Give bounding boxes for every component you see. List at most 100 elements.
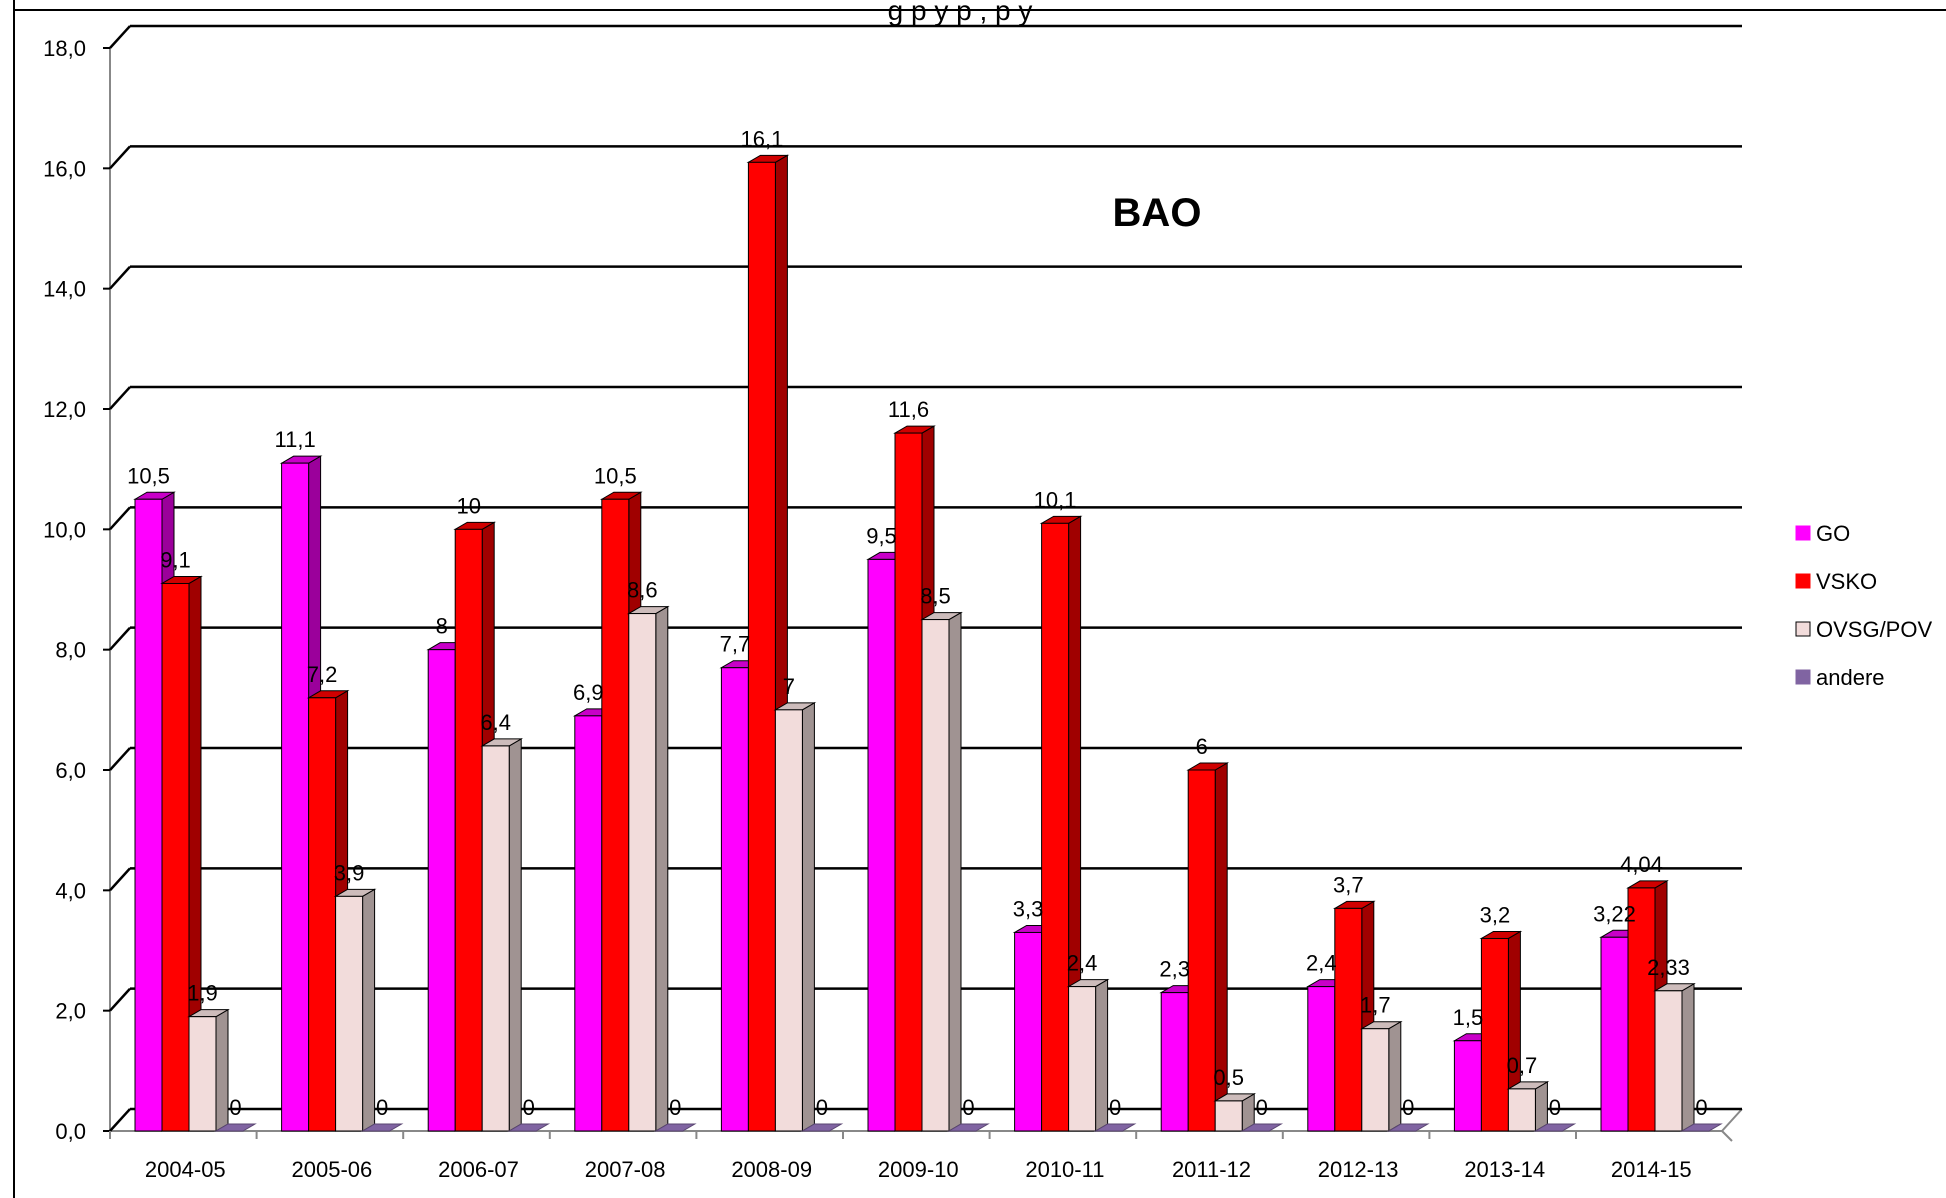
y-tick-label: 2,0 (55, 999, 86, 1024)
data-label: 0 (1402, 1095, 1414, 1120)
gridline-depth (109, 386, 131, 410)
data-label: 10 (456, 493, 480, 518)
bar-ovsgpov (921, 619, 950, 1132)
data-label: 2,3 (1159, 957, 1190, 982)
bar-andere (214, 1123, 257, 1132)
bar-vsko (1627, 887, 1656, 1132)
bar-andere (360, 1123, 404, 1132)
bar-ovsgpov (774, 709, 803, 1132)
legend: GO VSKO OVSG/POV andere (1795, 521, 1932, 690)
bar-side-ovsgpov (1388, 1020, 1402, 1132)
bar-go (281, 462, 310, 1132)
bar-andere (507, 1123, 551, 1132)
bar-vsko (1187, 769, 1216, 1132)
data-label: 0 (1549, 1095, 1561, 1120)
legend-label: VSKO (1816, 569, 1877, 594)
bar-ovsgpov (1507, 1088, 1536, 1132)
bar-go (867, 558, 896, 1132)
data-label: 0,5 (1213, 1065, 1244, 1090)
data-label: 0 (816, 1095, 828, 1120)
bar-go (1307, 986, 1336, 1132)
bar-go (574, 715, 603, 1132)
data-label: 6 (1196, 734, 1208, 759)
bar-ovsgpov (628, 613, 657, 1132)
data-label: 8,6 (627, 578, 658, 603)
legend-swatch-andere (1795, 669, 1811, 685)
data-label: 6,9 (573, 680, 604, 705)
bar-go (134, 498, 163, 1132)
data-label: 3,3 (1013, 896, 1044, 921)
gridline-depth (109, 867, 131, 892)
bar-go (720, 667, 749, 1132)
bar-side-ovsgpov (948, 611, 962, 1132)
data-label: 1,9 (187, 981, 218, 1006)
x-tick-label: 2013-14 (1464, 1157, 1545, 1182)
x-tick-label: 2004-05 (145, 1157, 226, 1182)
gridline-depth (109, 747, 131, 771)
data-label: 0 (1695, 1095, 1707, 1120)
data-label: 3,22 (1593, 901, 1636, 926)
y-tick-label: 14,0 (43, 277, 86, 302)
data-label: 0 (523, 1095, 535, 1120)
bar-vsko (454, 528, 483, 1132)
y-tick-label: 12,0 (43, 397, 86, 422)
data-label: 0 (669, 1095, 681, 1120)
legend-swatch-vsko (1795, 573, 1811, 589)
data-label: 7,2 (307, 662, 338, 687)
bar-go (1160, 992, 1189, 1132)
bar-side-ovsgpov (1681, 982, 1695, 1132)
data-label: 8 (436, 614, 448, 639)
data-label: 10,5 (127, 463, 170, 488)
data-label: 11,6 (888, 397, 929, 422)
data-label: 6,4 (480, 710, 511, 735)
bar-vsko (1334, 907, 1363, 1132)
bar-go (427, 649, 456, 1132)
y-tick-label: 16,0 (43, 156, 86, 181)
data-label: 3,9 (334, 860, 365, 885)
bar-ovsgpov (335, 895, 364, 1132)
bar-ovsgpov (1214, 1100, 1243, 1132)
bar-ovsgpov (1361, 1028, 1390, 1132)
legend-label: OVSG/POV (1816, 617, 1932, 642)
data-label: 2,33 (1647, 955, 1690, 980)
data-label: 0 (229, 1095, 241, 1120)
gridline-depth (109, 25, 131, 49)
x-tick-label: 2014-15 (1611, 1157, 1692, 1182)
x-tick-label: 2010-11 (1025, 1157, 1104, 1182)
bar-ovsgpov (188, 1016, 217, 1132)
bars (133, 154, 1723, 1132)
bar-vsko (161, 582, 190, 1132)
legend-label: GO (1816, 521, 1850, 546)
data-label: 2,4 (1306, 951, 1337, 976)
bar-go (1014, 931, 1043, 1132)
data-label: 7,7 (720, 632, 751, 657)
bar-andere (1533, 1123, 1577, 1132)
y-tick-label: 18,0 (43, 36, 86, 61)
data-label: 4,04 (1620, 852, 1663, 877)
data-labels: 10,5 9,1 1,9 0 11,1 7,2 3,9 0 8 10 6,4 0 6,9 10,5 8,6 0… (127, 126, 1708, 1120)
gridline-depth (109, 626, 131, 651)
bar-ovsgpov (1068, 986, 1097, 1132)
x-tick-label: 2012-13 (1318, 1157, 1399, 1182)
bar-side-ovsgpov (1095, 978, 1109, 1132)
data-label: 0 (376, 1095, 388, 1120)
bar-go (1453, 1040, 1482, 1132)
bar-side-ovsgpov (1534, 1081, 1548, 1132)
bar-andere (1093, 1123, 1137, 1132)
gridline-depth (109, 265, 131, 290)
bar-ovsgpov (481, 745, 510, 1132)
bar-side-ovsgpov (508, 738, 522, 1132)
bar-go (1600, 936, 1629, 1132)
data-label: 11,1 (275, 427, 316, 452)
data-label: 10,5 (594, 463, 637, 488)
y-tick-label: 8,0 (55, 638, 86, 663)
data-label: 0 (1109, 1095, 1121, 1120)
bar-andere (1386, 1123, 1430, 1132)
legend-swatch-go (1795, 525, 1811, 541)
bar-vsko (1480, 937, 1509, 1132)
x-tick-label: 2009-10 (878, 1157, 959, 1182)
data-label: 9,1 (160, 547, 191, 572)
bar-side-ovsgpov (215, 1008, 229, 1132)
legend-swatch-ovsgpov (1795, 621, 1811, 637)
